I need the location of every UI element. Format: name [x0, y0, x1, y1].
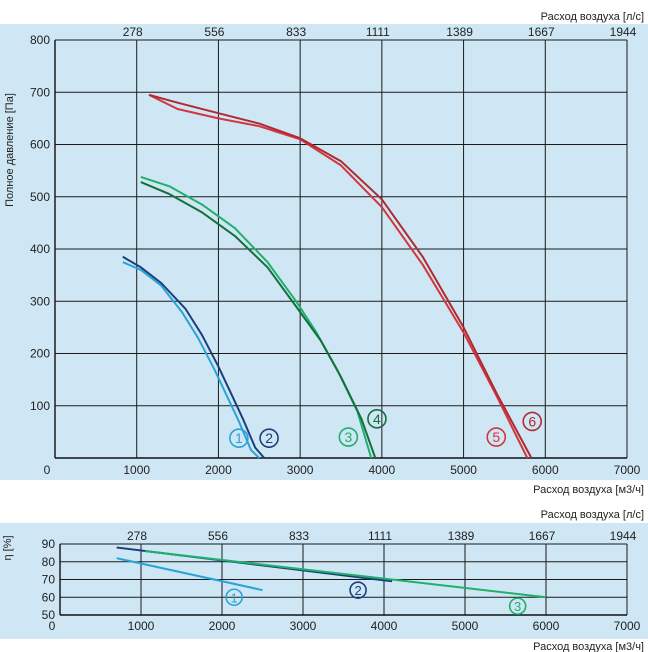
efficiency-x-tick-label: 6000 — [533, 619, 560, 633]
efficiency-y-tick-label: 60 — [42, 590, 56, 604]
efficiency-chart-y-label: η [%] — [2, 535, 14, 560]
efficiency-x-tick-label: 4000 — [371, 619, 398, 633]
pressure-x2-tick-label: 1389 — [446, 25, 473, 39]
efficiency-x-tick-label: 5000 — [452, 619, 479, 633]
pressure-series-4-line — [140, 181, 377, 459]
pressure-x-tick-label: 6000 — [532, 463, 559, 477]
pressure-x2-tick-label: 278 — [123, 25, 143, 39]
pressure-chart-x2-label: Расход воздуха [л/с] — [541, 11, 644, 23]
pressure-series-1-line — [122, 261, 260, 459]
efficiency-x2-tick-label: 278 — [127, 529, 147, 543]
pressure-series-2-line — [122, 255, 265, 459]
pressure-series-2-marker — [259, 428, 279, 448]
pressure-series-3-marker — [338, 427, 359, 447]
pressure-series-6-label: 6 — [528, 413, 536, 429]
efficiency-x-tick-label: 1000 — [128, 619, 155, 633]
pressure-x2-tick-label: 1667 — [528, 25, 555, 39]
efficiency-x2-tick-label: 1667 — [529, 529, 556, 543]
pressure-series-1-marker — [229, 428, 249, 448]
pressure-x2-tick-label: 556 — [204, 25, 224, 39]
pressure-series-6-marker — [522, 411, 543, 432]
pressure-x-tick-label: 1000 — [123, 463, 150, 477]
pressure-series-2-label: 2 — [265, 430, 273, 446]
efficiency-series-3-label: 3 — [514, 599, 521, 614]
pressure-x2-tick-label: 1944 — [610, 25, 637, 39]
pressure-x2-tick-label: 1111 — [366, 25, 390, 39]
pressure-y-tick-label: 200 — [30, 347, 50, 361]
efficiency-y-tick-label: 70 — [42, 573, 56, 587]
efficiency-x-tick-label: 0 — [49, 619, 56, 633]
efficiency-x2-tick-label: 556 — [208, 529, 228, 543]
pressure-series-5-line — [148, 94, 529, 459]
efficiency-series-2-label: 2 — [354, 583, 361, 598]
pressure-series-4-label: 4 — [373, 411, 381, 427]
pressure-y-tick-label: 600 — [30, 138, 50, 152]
pressure-y-tick-label: 700 — [30, 85, 50, 99]
efficiency-y-tick-label: 90 — [42, 537, 56, 551]
pressure-y-tick-label: 800 — [30, 33, 50, 47]
pressure-x-tick-label: 5000 — [450, 463, 477, 477]
pressure-series-3-label: 3 — [344, 429, 352, 445]
pressure-series-5-marker — [486, 427, 507, 447]
pressure-x2-tick-label: 833 — [286, 25, 306, 39]
pressure-x-tick-label: 7000 — [614, 463, 641, 477]
efficiency-series-1-label: 1 — [231, 590, 238, 605]
pressure-series-1-label: 1 — [235, 430, 243, 446]
pressure-chart-x-label: Расход воздуха [м3/ч] — [533, 484, 644, 496]
efficiency-x2-tick-label: 1111 — [368, 529, 392, 543]
pressure-chart-y-label: Полное давление [Па] — [4, 93, 16, 207]
efficiency-chart-background — [0, 523, 648, 639]
efficiency-x2-tick-label: 1389 — [448, 529, 475, 543]
efficiency-x-tick-label: 3000 — [290, 619, 317, 633]
pressure-series-4-marker — [367, 409, 387, 429]
pressure-chart-background — [0, 24, 648, 480]
pressure-series-5-label: 5 — [492, 429, 500, 445]
efficiency-y-tick-label: 50 — [42, 608, 56, 622]
efficiency-series-2-marker — [349, 581, 367, 599]
pressure-y-tick-label: 400 — [30, 242, 50, 256]
efficiency-y-tick-label: 80 — [42, 555, 56, 569]
efficiency-x-tick-label: 2000 — [209, 619, 236, 633]
efficiency-x2-tick-label: 833 — [289, 529, 309, 543]
efficiency-x2-tick-label: 1944 — [610, 529, 637, 543]
efficiency-series-3-line — [144, 550, 547, 599]
efficiency-series-1-line — [116, 557, 263, 592]
efficiency-series-1-marker — [225, 588, 243, 607]
pressure-y-tick-label: 100 — [30, 399, 50, 413]
pressure-y-tick-label: 500 — [30, 190, 50, 204]
efficiency-x-tick-label: 7000 — [614, 619, 641, 633]
pressure-y-tick-label: 300 — [30, 294, 50, 308]
pressure-x-tick-label: 2000 — [205, 463, 232, 477]
pressure-x-tick-label: 0 — [44, 463, 51, 477]
efficiency-series-3-marker — [508, 597, 527, 615]
efficiency-chart-x2-label: Расход воздуха [л/с] — [541, 509, 644, 521]
pressure-series-6-line — [148, 93, 533, 459]
pressure-x-tick-label: 4000 — [369, 463, 396, 477]
pressure-x-tick-label: 3000 — [287, 463, 314, 477]
efficiency-chart-x-label: Расход воздуха [м3/ч] — [533, 641, 644, 652]
